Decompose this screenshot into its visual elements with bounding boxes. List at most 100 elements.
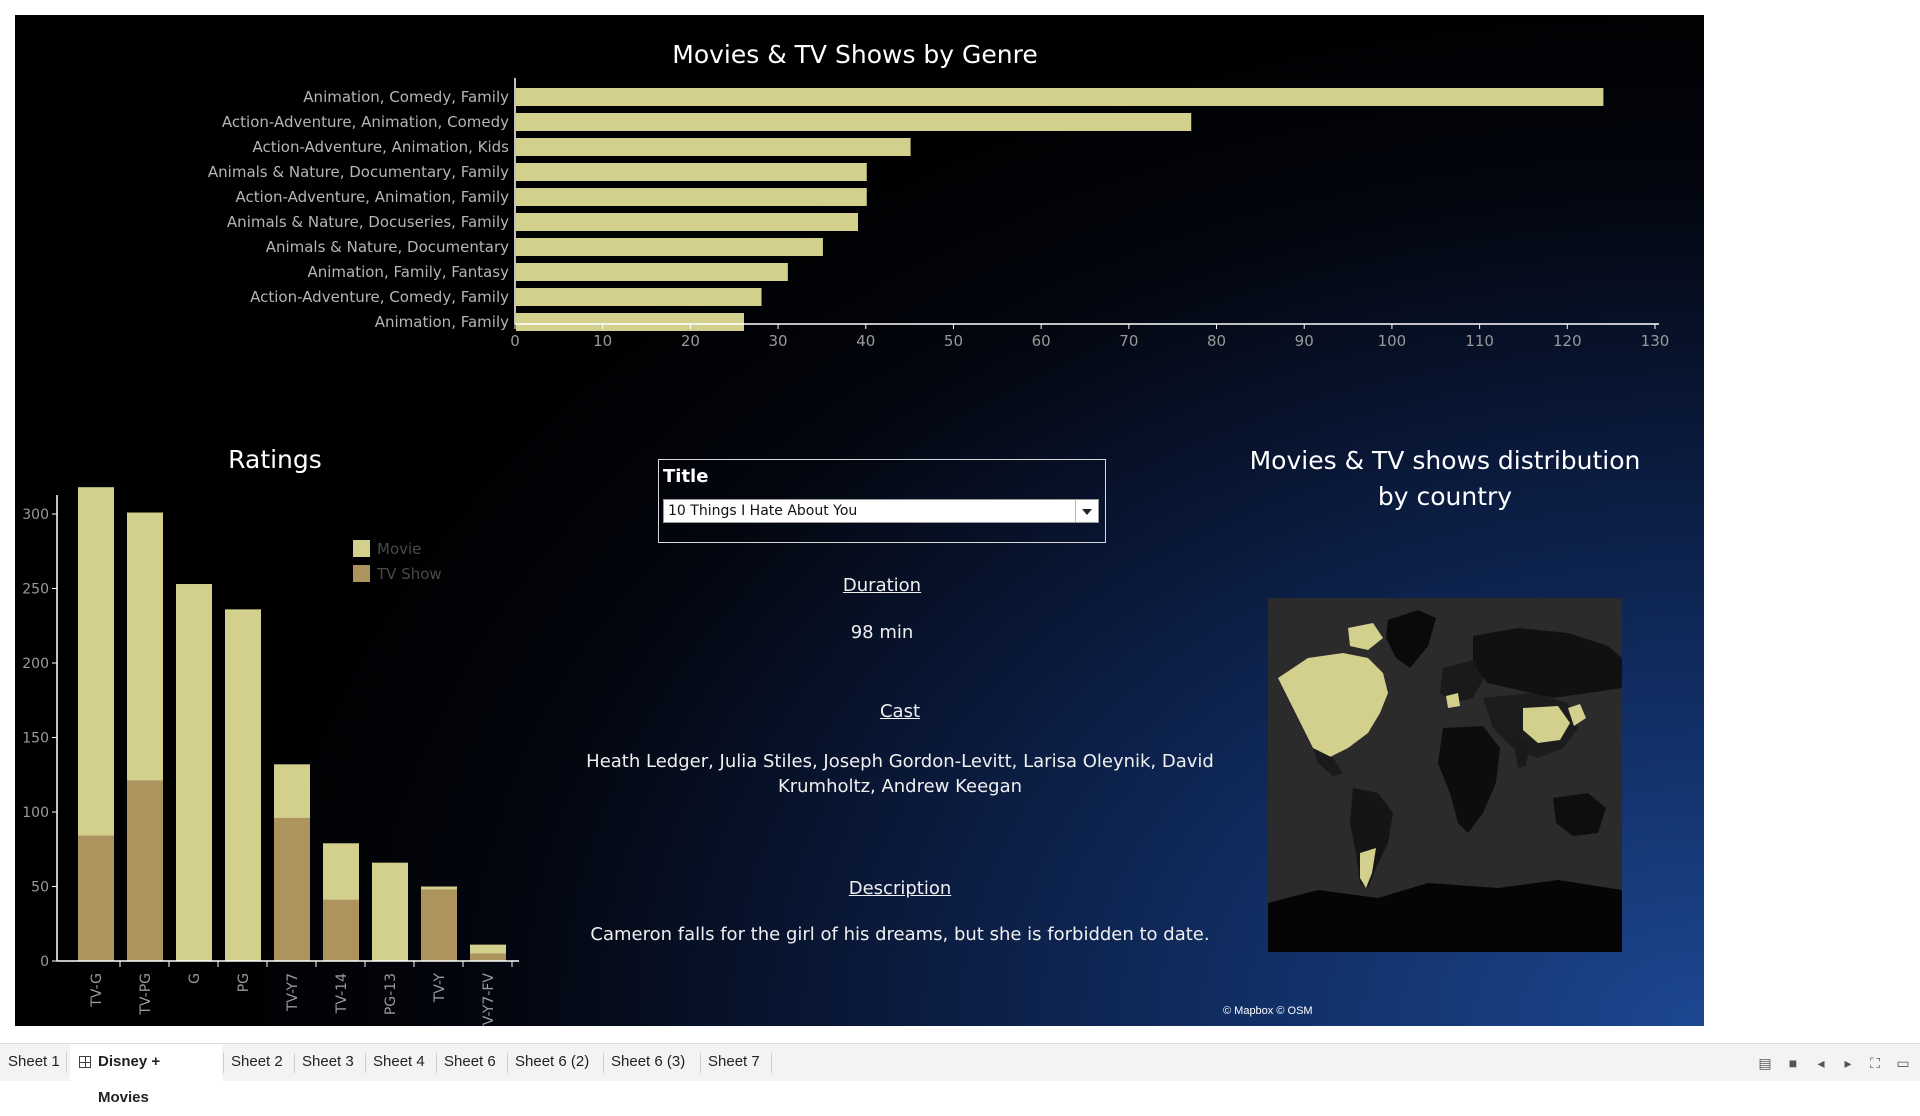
- filmstrip-icon[interactable]: ■: [1788, 1055, 1798, 1071]
- dashboard-grid-icon: [79, 1056, 91, 1068]
- ratings-bar-tvshow: [421, 889, 457, 961]
- map-title: Movies & TV shows distribution by countr…: [1249, 446, 1641, 511]
- ratings-x-tick-label: PG: [236, 973, 252, 992]
- genre-bar: [516, 213, 858, 231]
- selected-title: 10 Things I Hate About You: [668, 503, 858, 519]
- tab-sheet-6-3[interactable]: Sheet 6 (3): [611, 1053, 686, 1070]
- tab-divider: [771, 1053, 772, 1073]
- genre-bar: [516, 188, 867, 206]
- genre-category-label: Action-Adventure, Animation, Kids: [252, 138, 509, 156]
- genre-bar: [516, 288, 762, 306]
- map-europe-highlight: [1446, 693, 1460, 708]
- tab-divider: [223, 1053, 224, 1073]
- genre-bar-chart[interactable]: Animation, Comedy, Family Action-Adventur…: [15, 15, 1704, 355]
- map-africa: [1438, 726, 1500, 833]
- genre-chart-title: Movies & TV Shows by Genre: [672, 40, 1038, 69]
- genre-x-tick-label: 70: [1119, 332, 1138, 350]
- genre-bar: [516, 313, 744, 331]
- tab-sheet-7[interactable]: Sheet 7: [708, 1053, 760, 1070]
- tab-sheet-1[interactable]: Sheet 1: [8, 1053, 60, 1070]
- map-india: [1513, 738, 1530, 768]
- description-label: Description: [848, 878, 952, 899]
- legend-label: Movie: [377, 540, 421, 558]
- ratings-x-tick-label: TV-Y7-FV: [481, 973, 497, 1026]
- genre-category-label: Action-Adventure, Animation, Comedy: [222, 113, 509, 131]
- genre-x-tick-label: 10: [593, 332, 612, 350]
- legend-swatch: [353, 565, 370, 582]
- chevron-down-icon[interactable]: [1075, 500, 1098, 522]
- ratings-bar-tvshow: [470, 953, 506, 961]
- map-antarctica: [1268, 880, 1622, 952]
- ratings-bar-tvshow: [323, 899, 359, 961]
- ratings-bar-movie: [225, 609, 261, 961]
- tab-sheet-6[interactable]: Sheet 6: [444, 1053, 496, 1070]
- genre-x-tick-label: 20: [681, 332, 700, 350]
- ratings-stacked-bar-chart[interactable]: TV-G TV-PG G PG TV-Y7 TV-14 PG-13 TV-Y TV-Y7-FV 0…: [15, 475, 535, 1026]
- ratings-bar-movie: [176, 584, 212, 961]
- genre-category-label: Animals & Nature, Documentary: [266, 238, 509, 256]
- map-canada-islands: [1348, 623, 1383, 650]
- genre-x-tick-label: 130: [1641, 332, 1670, 350]
- genre-bar: [516, 88, 1604, 106]
- ratings-y-tick-label: 300: [22, 507, 49, 523]
- tab-divider: [603, 1053, 604, 1073]
- fullscreen-icon[interactable]: ⛶: [1870, 1055, 1880, 1071]
- legend-swatch: [353, 540, 370, 557]
- ratings-bar-tvshow: [78, 835, 114, 961]
- map-attribution[interactable]: © Mapbox © OSM: [1223, 1005, 1313, 1017]
- next-sheet-icon[interactable]: ▸: [1844, 1055, 1852, 1071]
- ratings-bar-movie: [372, 862, 408, 961]
- ratings-bar-movie: [78, 487, 114, 836]
- ratings-y-tick-label: 100: [22, 805, 49, 821]
- genre-x-tick-label: 40: [856, 332, 875, 350]
- tab-sheet-3[interactable]: Sheet 3: [302, 1053, 354, 1070]
- ratings-y-tick-label: 250: [22, 582, 49, 598]
- ratings-x-tick-label: TV-14: [334, 973, 350, 1014]
- map-south-america-highlight: [1360, 848, 1376, 888]
- ratings-bar-movie: [274, 764, 310, 818]
- tab-divider: [66, 1053, 67, 1073]
- tab-divider: [436, 1053, 437, 1073]
- map-australia: [1553, 793, 1606, 836]
- genre-category-label: Animation, Family, Fantasy: [307, 263, 509, 281]
- genre-bar: [516, 263, 788, 281]
- ratings-bar-movie: [421, 886, 457, 890]
- ratings-y-tick-label: 150: [22, 731, 49, 747]
- map-mexico: [1313, 748, 1343, 776]
- dashboard: Movies & TV Shows by Genre Animation, Co…: [15, 15, 1704, 1026]
- ratings-x-tick-label: TV-G: [89, 973, 105, 1008]
- genre-x-tick-label: 0: [510, 332, 520, 350]
- sheet-tab-bar: Sheet 1 Disney + Movies Sheet 2 Sheet 3 …: [0, 1043, 1920, 1106]
- genre-x-tick-label: 60: [1032, 332, 1051, 350]
- tab-sheet-4[interactable]: Sheet 4: [373, 1053, 425, 1070]
- sheet-sorter-icon[interactable]: ▤: [1758, 1055, 1772, 1071]
- tab-sheet-6-2[interactable]: Sheet 6 (2): [515, 1053, 590, 1070]
- ratings-bar-movie: [470, 944, 506, 954]
- genre-x-tick-label: 100: [1378, 332, 1407, 350]
- title-filter: Title 10 Things I Hate About You: [658, 459, 1106, 543]
- genre-x-tick-label: 120: [1553, 332, 1582, 350]
- genre-bar: [516, 163, 867, 181]
- ratings-bar-tvshow: [127, 780, 163, 961]
- genre-category-label: Action-Adventure, Animation, Family: [236, 188, 510, 206]
- ratings-bar-tvshow: [274, 817, 310, 961]
- genre-x-tick-label: 30: [769, 332, 788, 350]
- world-map[interactable]: [1268, 598, 1622, 952]
- ratings-y-tick-label: 50: [31, 880, 49, 896]
- genre-bar: [516, 113, 1192, 131]
- cast-label: Cast: [879, 701, 921, 722]
- presentation-icon[interactable]: ▭: [1896, 1055, 1910, 1071]
- genre-x-tick-label: 80: [1207, 332, 1226, 350]
- map-north-america: [1278, 653, 1388, 758]
- tab-sheet-2[interactable]: Sheet 2: [231, 1053, 283, 1070]
- tab-divider: [700, 1053, 701, 1073]
- ratings-bar-movie: [323, 843, 359, 900]
- genre-bar: [516, 138, 911, 156]
- tab-divider: [365, 1053, 366, 1073]
- previous-sheet-icon[interactable]: ◂: [1817, 1055, 1825, 1071]
- genre-category-label: Animation, Family: [375, 313, 509, 331]
- title-select-dropdown[interactable]: 10 Things I Hate About You: [663, 499, 1099, 523]
- filter-title: Title: [663, 466, 709, 487]
- tab-disney-movies[interactable]: Disney + Movies: [70, 1044, 222, 1106]
- map-greenland: [1386, 610, 1436, 668]
